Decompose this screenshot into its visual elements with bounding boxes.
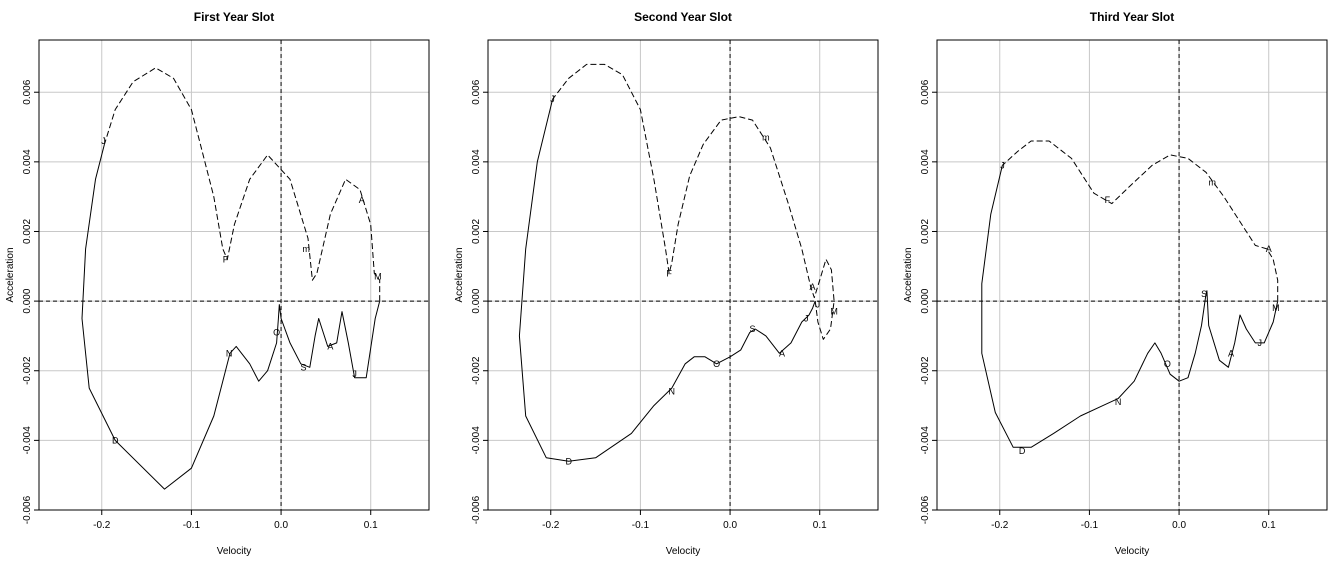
x-tick-label: 0.0 [1172, 520, 1186, 531]
x-tick-label: -0.2 [542, 520, 560, 531]
x-tick-label: -0.1 [1081, 520, 1099, 531]
y-tick-label: 0.002 [471, 219, 482, 244]
point-label: A [779, 348, 785, 358]
point-label: J [804, 314, 809, 324]
point-label: M [374, 272, 382, 282]
point-label: S [1201, 289, 1207, 299]
y-tick-label: -0.002 [471, 356, 482, 385]
point-label: A [1228, 348, 1234, 358]
point-label: N [669, 387, 676, 397]
y-tick-label: 0.004 [22, 149, 33, 174]
point-label: J [1258, 338, 1263, 348]
point-label: J [101, 136, 106, 146]
y-tick-label: 0.000 [920, 288, 931, 313]
chart-third-year-slot: J D N O S A J Fm A M -0.2 -0.1 0.0 0.1 -0.006 -0.004 -0.… [903, 10, 1328, 557]
series-line-dashed [552, 63, 835, 340]
x-tick-label: -0.2 [93, 520, 111, 531]
chart-first-year-slot: J D N O S A J Fm A M -0.2 -0.1 0.0 0.1 -0.006 -0.004 -0.… [5, 10, 430, 557]
point-label: A [327, 341, 333, 351]
series-line-solid [981, 165, 1279, 448]
point-label: N [1115, 397, 1122, 407]
series-line-solid [81, 144, 381, 490]
chart-title: Second Year Slot [634, 10, 732, 24]
point-label: S [300, 362, 306, 372]
x-tick-label: 0.0 [274, 520, 288, 531]
point-label: O [713, 359, 720, 369]
y-tick-label: 0.006 [471, 79, 482, 104]
plot-frame [487, 39, 879, 511]
point-label: M [1272, 303, 1280, 313]
point-label: J [352, 369, 357, 379]
point-label: D [565, 456, 572, 466]
y-tick-label: -0.006 [471, 495, 482, 524]
y-tick-label: -0.004 [22, 426, 33, 455]
point-label: m [302, 244, 310, 254]
chart-title: Third Year Slot [1090, 10, 1174, 24]
y-tick-label: 0.002 [22, 219, 33, 244]
point-label: F [223, 254, 229, 264]
y-tick-label: 0.000 [471, 288, 482, 313]
series-line-solid [518, 99, 816, 462]
point-label: N [226, 348, 233, 358]
point-label: J [816, 300, 821, 310]
y-tick-label: -0.004 [920, 426, 931, 455]
y-tick-label: -0.002 [22, 356, 33, 385]
x-tick-label: 0.0 [723, 520, 737, 531]
x-tick-label: -0.1 [632, 520, 650, 531]
point-label: F [1105, 195, 1111, 205]
y-tick-label: 0.006 [22, 79, 33, 104]
y-tick-label: -0.004 [471, 426, 482, 455]
x-axis-label: Velocity [1115, 546, 1149, 557]
y-tick-label: 0.006 [920, 79, 931, 104]
y-axis-label: Acceleration [5, 247, 16, 302]
point-label: J [550, 94, 555, 104]
point-label: O [273, 327, 280, 337]
point-label: A [1266, 244, 1272, 254]
point-label: A [359, 195, 365, 205]
point-label: D [112, 435, 119, 445]
y-axis-label: Acceleration [903, 247, 914, 302]
point-label: m [762, 132, 770, 142]
y-axis-label: Acceleration [454, 247, 465, 302]
y-tick-label: 0.002 [920, 219, 931, 244]
point-label: F [666, 268, 672, 278]
point-label: A [810, 282, 816, 292]
y-tick-label: -0.006 [22, 495, 33, 524]
x-tick-label: -0.1 [183, 520, 201, 531]
y-tick-label: -0.006 [920, 495, 931, 524]
y-tick-label: 0.004 [471, 149, 482, 174]
series-line-dashed [1002, 140, 1279, 302]
point-label: J [1000, 160, 1005, 170]
plot-frame [38, 39, 430, 511]
x-tick-label: 0.1 [364, 520, 378, 531]
plot-frame [936, 39, 1328, 511]
point-label: O [1164, 359, 1171, 369]
series-line-dashed [103, 67, 381, 302]
x-tick-label: 0.1 [813, 520, 827, 531]
x-axis-label: Velocity [666, 546, 700, 557]
y-tick-label: 0.000 [22, 288, 33, 313]
point-label: M [830, 307, 838, 317]
x-tick-label: 0.1 [1262, 520, 1276, 531]
chart-title: First Year Slot [194, 10, 274, 24]
y-tick-label: 0.004 [920, 149, 931, 174]
y-tick-label: -0.002 [920, 356, 931, 385]
point-label: D [1019, 446, 1026, 456]
point-label: m [1208, 178, 1216, 188]
x-axis-label: Velocity [217, 546, 251, 557]
x-tick-label: -0.2 [991, 520, 1009, 531]
point-label: S [749, 324, 755, 334]
